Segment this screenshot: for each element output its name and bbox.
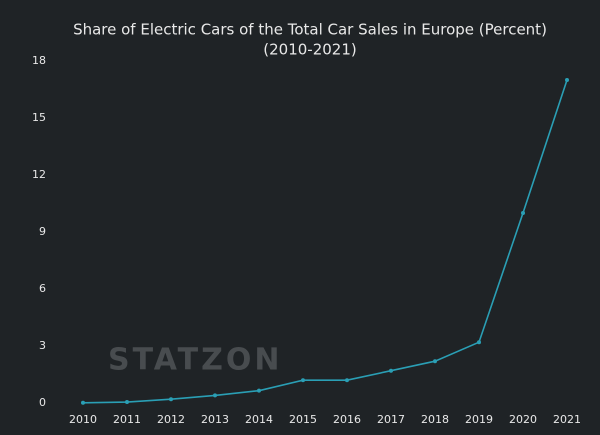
x-tick-label: 2020 [509,413,537,426]
line [82,79,568,404]
x-tick-label: 2012 [157,413,185,426]
y-tick-label: 12 [32,168,46,181]
chart-subtitle: (2010-2021) [263,41,356,59]
y-tick-label: 6 [39,282,46,295]
point [213,393,217,398]
x-tick-label: 2019 [465,413,493,426]
x-tick-label: 2011 [113,413,141,426]
point [389,368,393,373]
x-tick-label: 2021 [553,413,581,426]
y-tick-label: 3 [39,339,46,352]
point [257,388,261,393]
point [345,378,349,383]
watermark: STATZON [108,343,282,378]
point [565,78,569,82]
x-tick-label: 2018 [421,413,449,426]
y-tick-label: 18 [32,54,46,67]
point [169,397,173,402]
chart-title: Share of Electric Cars of the Total Car … [73,21,547,39]
x-tick-label: 2010 [69,413,97,426]
x-tick-label: 2013 [201,413,229,426]
y-tick-label: 15 [32,111,46,124]
point [433,359,437,364]
x-tick-label: 2015 [289,413,317,426]
y-tick-label: 0 [39,396,46,409]
y-tick-label: 9 [39,225,46,238]
point [477,340,481,345]
point [301,378,305,383]
x-tick-label: 2017 [377,413,405,426]
x-tick-label: 2016 [333,413,361,426]
point [125,400,129,405]
x-tick-label: 2014 [245,413,273,426]
point [81,400,85,405]
point [521,211,525,215]
